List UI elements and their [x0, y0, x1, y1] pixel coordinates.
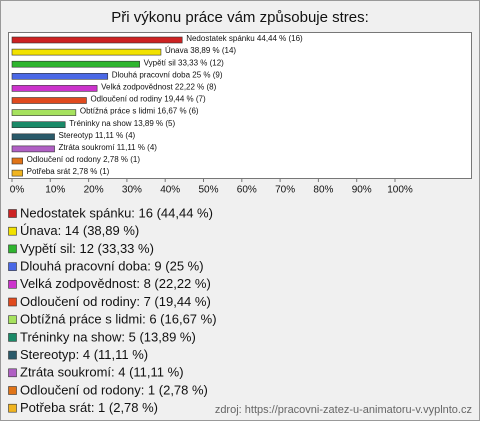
legend-label: Tréninky na show: 5 (13,89 %): [20, 329, 196, 344]
bar-label: Dlouhá pracovní doba 25 % (9): [112, 70, 223, 79]
x-tick-label: 50%: [198, 185, 218, 196]
legend-label: Únava: 14 (38,89 %): [20, 223, 139, 238]
x-tick-label: 60%: [237, 185, 257, 196]
bar-label: Únava 38,89 % (14): [165, 46, 236, 55]
bar: [11, 121, 66, 128]
bar: [11, 133, 55, 141]
legend-swatch: [8, 262, 17, 271]
x-tick-label: 100%: [387, 185, 413, 196]
bar-label: Tréninky na show 13,89 % (5): [69, 119, 175, 128]
legend-swatch: [8, 244, 17, 254]
bar: [11, 73, 109, 80]
x-tick-label: 30%: [122, 185, 142, 196]
chart-title: Při výkonu práce vám způsobuje stres:: [111, 9, 369, 26]
bar-label: Vypětí sil 33,33 % (12): [144, 58, 225, 67]
bar-label: Odloučení od rodony 2,78 % (1): [27, 155, 141, 164]
plot-frame: [8, 32, 472, 179]
legend-label: Vypětí sil: 12 (33,33 %): [20, 241, 154, 256]
x-tick-label: 10%: [45, 185, 65, 196]
bar-label: Nedostatek spánku 44,44 % (16): [186, 34, 303, 43]
bar: [11, 97, 87, 104]
bar: [11, 60, 140, 68]
bar: [11, 109, 77, 116]
x-tick-label: 90%: [352, 185, 372, 196]
bar-label: Velká zodpovědnost 22,22 % (8): [101, 83, 217, 92]
bar: [11, 85, 98, 92]
legend-label: Velká zodpovědnost: 8 (22,22 %): [20, 276, 211, 291]
legend-swatch: [8, 315, 17, 325]
bar: [11, 169, 23, 177]
legend-swatch: [8, 297, 17, 307]
x-tick-label: 20%: [84, 185, 104, 196]
legend-swatch: [8, 386, 17, 395]
legend-swatch: [8, 279, 17, 289]
bar: [11, 48, 162, 56]
bar: [11, 145, 55, 153]
legend-swatch: [8, 226, 17, 236]
legend-label: Nedostatek spánku: 16 (44,44 %): [20, 205, 213, 220]
legend-label: Potřeba srát: 1 (2,78 %): [20, 400, 158, 415]
legend-label: Obtížná práce s lidmi: 6 (16,67 %): [20, 312, 217, 327]
x-tick-label: 80%: [313, 185, 333, 196]
legend-label: Odloučení od rodiny: 7 (19,44 %): [20, 294, 211, 309]
legend-swatch: [8, 403, 17, 413]
x-tick-label: 70%: [275, 185, 295, 196]
bar-label: Ztráta soukromí 11,11 % (4): [59, 143, 158, 152]
legend-label: Stereotyp: 4 (11,11 %): [20, 347, 148, 362]
bar: [11, 157, 23, 165]
source: zdroj: https://pracovni-zatez-u-animator…: [215, 404, 472, 416]
legend-swatch: [8, 350, 17, 360]
legend-swatch: [8, 368, 17, 378]
legend-swatch: [8, 333, 17, 342]
bar: [11, 36, 183, 44]
bar-label: Stereotyp 11,11 % (4): [59, 131, 136, 140]
legend-label: Ztráta soukromí: 4 (11,11 %): [20, 365, 184, 380]
legend-label: Odloučení od rodony: 1 (2,78 %): [20, 382, 208, 397]
x-tick-label: 40%: [160, 185, 180, 196]
legend-swatch: [8, 209, 17, 218]
legend-label: Dlouhá pracovní doba: 9 (25 %): [20, 259, 204, 274]
bar-label: Potřeba srát 2,78 % (1): [27, 167, 110, 176]
bar-label: Odloučení od rodiny 19,44 % (7): [90, 95, 206, 104]
bar-label: Obtížná práce s lidmi 16,67 % (6): [80, 107, 199, 116]
x-tick-label: 0%: [10, 185, 25, 196]
